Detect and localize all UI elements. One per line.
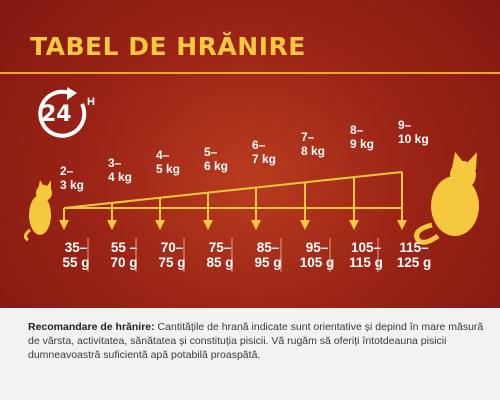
small-cat-icon <box>23 180 52 242</box>
weight-range-end: 7 kg <box>252 152 277 166</box>
clock-24h-icon <box>38 87 87 138</box>
weight-label: 6– 7 kg <box>252 138 276 166</box>
arrow-head <box>203 220 213 230</box>
weight-label: 5– 6 kg <box>204 145 228 173</box>
large-cat-icon <box>414 152 479 245</box>
gram-label: 85– 95 g <box>246 240 290 270</box>
recommendation-text: Cantitățile de hrană indicate sunt orien… <box>28 321 484 361</box>
gram-range-start: 105– <box>350 240 382 255</box>
weight-range-end: 4 kg <box>108 170 133 184</box>
footer-band <box>0 308 500 400</box>
page-title: TABEL DE HRĂNIRE <box>30 32 306 61</box>
arrow-head <box>59 220 69 230</box>
gram-range-end: 75 g <box>158 255 186 270</box>
gram-label: 55 –70 g <box>102 240 146 270</box>
gram-range-end: 55 g <box>62 255 90 270</box>
weight-range-start: 7– <box>301 130 315 144</box>
weight-label: 4– 5 kg <box>156 148 180 176</box>
gram-label: 95– 105 g <box>295 240 339 270</box>
weight-range-end: 9 kg <box>350 137 375 151</box>
weight-range-start: 9– <box>398 118 412 132</box>
gram-range-start: 70– <box>160 240 184 255</box>
gram-label: 70– 75 g <box>150 240 194 270</box>
gram-range-start: 85– <box>256 240 280 255</box>
gram-range-end: 85 g <box>206 255 234 270</box>
arrow-head <box>251 220 261 230</box>
gram-label: 105– 115 g <box>344 240 388 270</box>
arrow-head <box>397 220 407 230</box>
arrow-group <box>59 172 407 230</box>
arrow-head <box>107 220 117 230</box>
weight-range-end: 5 kg <box>156 162 181 176</box>
weight-range-start: 6– <box>252 138 266 152</box>
weight-label: 9– 10 kg <box>398 118 429 146</box>
weight-label: 7– 8 kg <box>301 130 325 158</box>
separator-group <box>87 238 379 272</box>
arrow-head <box>300 220 310 230</box>
gram-range-end: 115 g <box>349 255 383 270</box>
weight-range-end: 3 kg <box>60 178 85 192</box>
weight-range-start: 5– <box>204 145 218 159</box>
weight-range-end: 10 kg <box>398 132 429 146</box>
arrow-head <box>349 220 359 230</box>
gram-label: 75– 85 g <box>198 240 242 270</box>
gram-label: 35– 55 g <box>54 240 98 270</box>
feeding-recommendation: Recomandare de hrănire: Cantitățile de h… <box>28 320 484 362</box>
gram-range-end: 105 g <box>299 255 335 270</box>
gram-range-end: 125 g <box>396 255 432 270</box>
gram-range-start: 115– <box>399 240 429 255</box>
gram-range-start: 95– <box>305 240 329 255</box>
arrow-head <box>155 220 165 230</box>
gram-label: 115– 125 g <box>392 240 436 270</box>
recommendation-label: Recomandare de hrănire: <box>28 321 155 333</box>
weight-slope-line <box>63 171 403 209</box>
gram-range-end: 70 g <box>110 255 138 270</box>
gram-range-start: 55 – <box>110 240 138 255</box>
weight-range-start: 2– <box>60 164 74 178</box>
gram-range-end: 95 g <box>254 255 282 270</box>
title-divider <box>0 72 500 74</box>
clock-unit: H <box>87 96 95 108</box>
weight-range-end: 8 kg <box>301 144 326 158</box>
weight-label: 2– 3 kg <box>60 164 84 192</box>
clock-number: 24 <box>41 102 72 127</box>
weight-label: 3– 4 kg <box>108 156 132 184</box>
weight-range-end: 6 kg <box>204 159 229 173</box>
gram-range-start: 75– <box>208 240 232 255</box>
gram-range-start: 35– <box>64 240 88 255</box>
weight-range-start: 3– <box>108 156 122 170</box>
weight-range-start: 4– <box>156 148 170 162</box>
weight-label: 8– 9 kg <box>350 123 374 151</box>
weight-range-start: 8– <box>350 123 364 137</box>
